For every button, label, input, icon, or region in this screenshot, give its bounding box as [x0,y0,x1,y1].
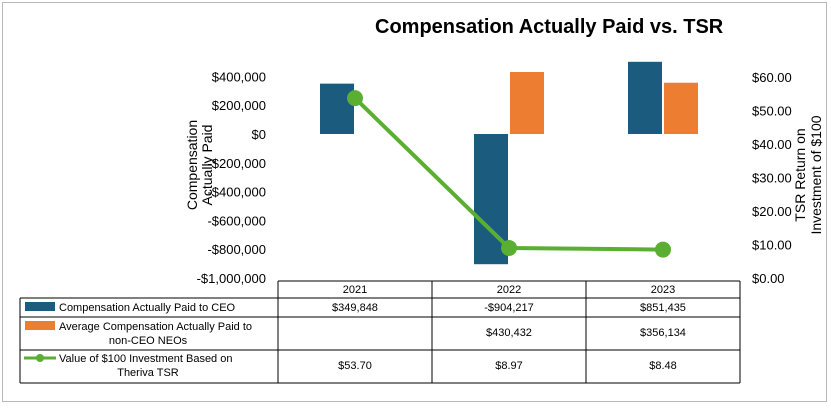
table-header-2022: 2022 [497,284,521,296]
table-row-label-neo-line1: Average Compensation Actually Paid to [59,321,252,333]
tsr-line-layer [347,90,671,258]
bar-neo-2022 [510,72,544,134]
table-row-label-ceo: Compensation Actually Paid to CEO [59,302,236,314]
left-tick-label: -$600,000 [207,213,266,228]
table-cell-tsr-2022: $8.97 [495,360,523,372]
left-tick-label: $200,000 [212,98,266,113]
tsr-point-2023 [655,241,671,258]
right-tick-label: $60.00 [752,70,792,85]
chart-title: Compensation Actually Paid vs. TSR [375,16,724,38]
table-cell-neo-2023: $356,134 [640,327,686,339]
right-axis: $60.00 $50.00 $40.00 $30.00 $20.00 $10.00 $0.0… [752,70,792,286]
bar-neo-2023 [664,82,698,134]
legend-swatch-ceo [25,302,55,311]
tsr-line [353,96,664,252]
table-cell-tsr-2023: $8.48 [649,360,677,372]
left-tick-label: -$400,000 [207,185,266,200]
data-table: 2021 2022 2023 Compensation Actually Pai… [19,280,741,384]
table-row-label-neo-line2: non-CEO NEOs [109,335,188,347]
left-tick-label: -$1,000,000 [197,271,266,286]
left-tick-label: $400,000 [212,69,266,84]
table-cell-ceo-2021: $349,848 [332,302,378,314]
tsr-point-2022 [501,239,517,256]
left-tick-label: $0 [252,127,266,142]
table-cell-ceo-2022: -$904,217 [484,302,534,314]
right-tick-label: $0.00 [752,271,785,286]
legend-marker-tsr [36,354,44,362]
tsr-point-2021 [347,90,363,107]
left-axis: $400,000 $200,000 $0 -$200,000 -$400,000 -$60… [197,69,266,286]
chart-frame [2,2,827,402]
right-tick-label: $50.00 [752,104,792,119]
table-header-2023: 2023 [651,284,675,296]
bar-ceo-2021 [320,83,354,134]
table-cell-ceo-2023: $851,435 [640,302,686,314]
left-axis-label-line1: Compensation [184,120,200,210]
legend-swatch-neo [25,321,55,330]
right-tick-label: $40.00 [752,137,792,152]
right-tick-label: $10.00 [752,238,792,253]
right-tick-label: $30.00 [752,171,792,186]
table-cell-tsr-2021: $53.70 [338,360,372,372]
table-row-label-tsr-line2: Theriva TSR [117,367,179,379]
right-axis-label-line2: Investment of $100 [808,115,824,234]
data-table-grid [19,280,741,384]
right-tick-label: $20.00 [752,204,792,219]
left-axis-label-line2: Actually Paid [199,125,215,206]
right-axis-label-line1: TSR Return on [792,128,808,221]
table-header-2021: 2021 [343,284,367,296]
left-tick-label: -$800,000 [207,242,266,257]
bar-ceo-2023 [628,61,662,134]
left-tick-label: -$200,000 [207,156,266,171]
table-row-label-tsr-line1: Value of $100 Investment Based on [59,353,232,365]
table-cell-neo-2022: $430,432 [486,327,532,339]
bars-layer [320,61,698,265]
